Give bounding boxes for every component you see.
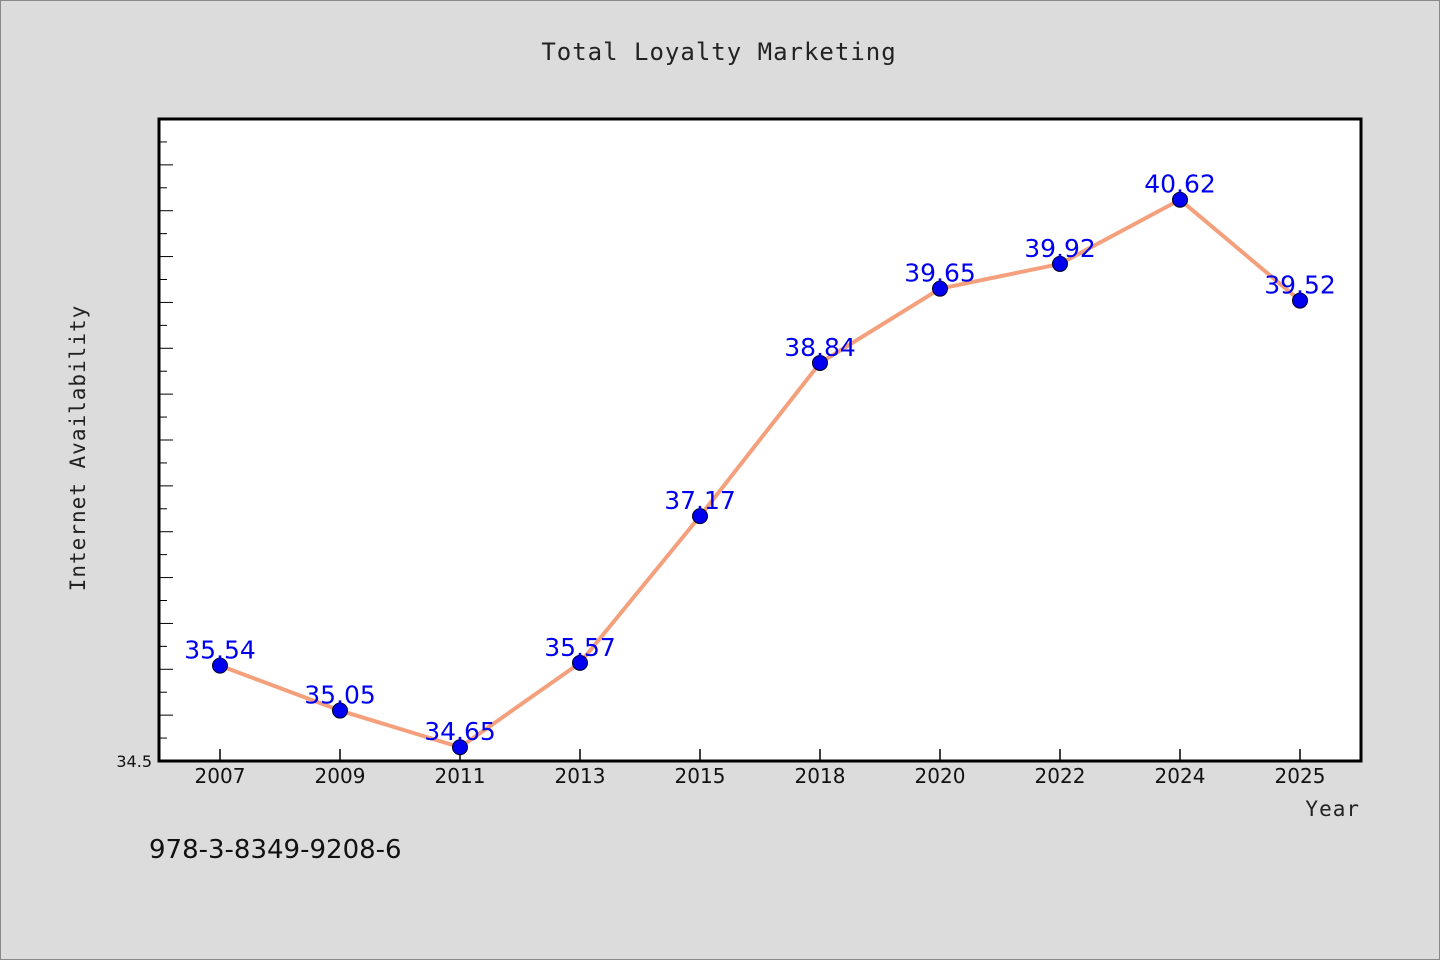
- data-point: [1052, 255, 1068, 272]
- data-point: [1172, 191, 1188, 208]
- plot-area: [157, 117, 1363, 763]
- data-point: [812, 354, 828, 371]
- data-point: [1292, 292, 1308, 309]
- x-tick-label: 2024: [1155, 764, 1206, 788]
- x-tick-label: 2018: [795, 764, 846, 788]
- data-label: 35.05: [304, 681, 376, 710]
- x-axis-ticks: [219, 749, 1301, 761]
- data-point: [212, 657, 228, 674]
- series-line: [218, 197, 1302, 750]
- data-point: [572, 654, 588, 671]
- data-point: [692, 508, 708, 525]
- y-axis-label: Internet Availability: [66, 305, 90, 592]
- data-point: [332, 702, 348, 719]
- data-label: 38.84: [784, 333, 856, 362]
- x-tick-label: 2011: [435, 764, 486, 788]
- data-point: [932, 280, 948, 297]
- data-label: 39.52: [1264, 271, 1336, 300]
- x-tick-label: 2015: [675, 764, 726, 788]
- footer-code: 978-3-8349-9208-6: [149, 835, 402, 865]
- data-label: 40.62: [1144, 170, 1216, 199]
- x-tick-label: 2025: [1275, 764, 1326, 788]
- chart-title: Total Loyalty Marketing: [541, 38, 896, 66]
- y-axis-min-label: 34.5: [116, 752, 152, 771]
- data-point: [452, 739, 468, 756]
- data-label: 37.17: [664, 486, 736, 515]
- data-label: 35.54: [184, 636, 256, 665]
- data-label: 34.65: [424, 717, 496, 746]
- data-label: 35.57: [544, 633, 616, 662]
- x-tick-labels: 2007 2009 2011 2013 2015 2018 2020 2022 2024 2025: [195, 764, 1326, 788]
- x-tick-label: 2007: [195, 764, 246, 788]
- series-group: 35.54 35.05 34.65 35.57 37.17 38.84 39.65 39.92…: [184, 170, 1336, 756]
- x-tick-label: 2022: [1035, 764, 1086, 788]
- x-tick-label: 2013: [555, 764, 606, 788]
- y-axis-ticks: [159, 118, 173, 762]
- x-axis-label: Year: [1305, 797, 1360, 821]
- x-tick-label: 2020: [915, 764, 966, 788]
- x-tick-label: 2009: [315, 764, 366, 788]
- data-label: 39.92: [1024, 234, 1096, 263]
- data-label: 39.65: [904, 259, 976, 288]
